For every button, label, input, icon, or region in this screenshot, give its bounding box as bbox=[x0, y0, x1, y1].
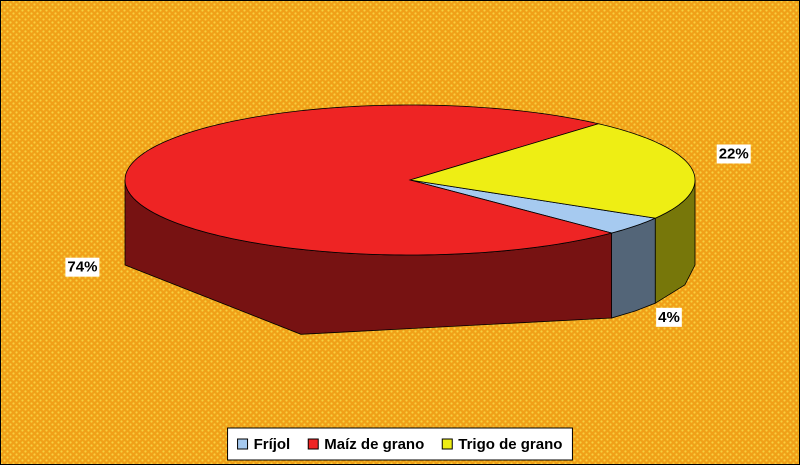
legend-label: Fríjol bbox=[254, 436, 291, 453]
data-label-background bbox=[65, 257, 100, 277]
pie-slice bbox=[409, 123, 696, 219]
legend: Fríjol Maíz de grano Trigo de grano bbox=[227, 427, 573, 461]
data-label: 4% bbox=[658, 309, 680, 326]
legend-swatch bbox=[307, 438, 319, 450]
data-label-background bbox=[716, 144, 751, 164]
legend-label: Maíz de grano bbox=[324, 436, 424, 453]
plot: 4% 74% 22% bbox=[65, 104, 751, 335]
data-label-background bbox=[656, 307, 682, 327]
legend-swatch bbox=[441, 438, 453, 450]
pie-side bbox=[611, 217, 656, 319]
legend-swatch bbox=[237, 438, 249, 450]
legend-box bbox=[227, 427, 573, 461]
pie-slice bbox=[124, 104, 614, 256]
legend-label: Trigo de grano bbox=[458, 436, 562, 453]
pie-slice bbox=[409, 179, 657, 234]
data-label: 22% bbox=[719, 145, 749, 162]
data-label: 74% bbox=[67, 259, 97, 276]
